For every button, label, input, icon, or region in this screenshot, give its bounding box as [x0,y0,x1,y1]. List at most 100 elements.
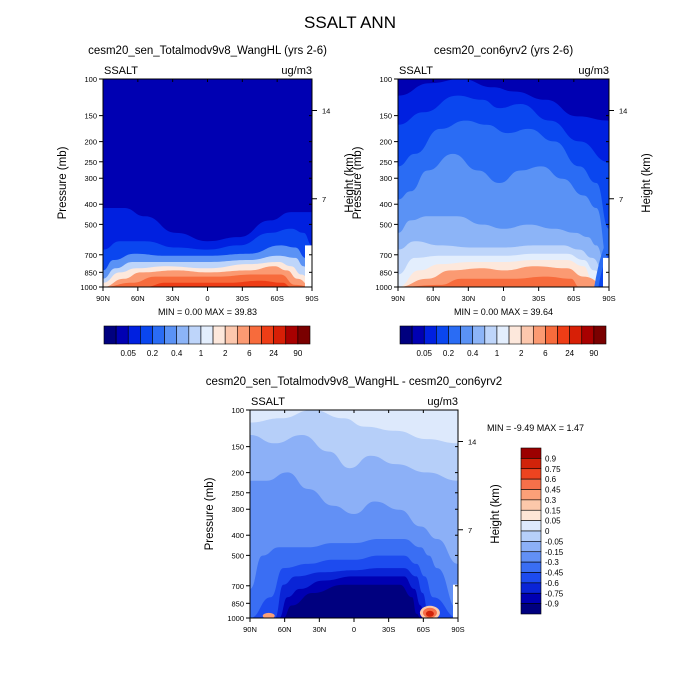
colorbar-swatch [520,551,542,563]
contour-band [398,276,609,287]
x-tick-label: 60N [426,294,440,303]
y-tick-label: 150 [84,112,97,121]
x-tick-label: 30S [532,294,545,303]
colorbar-swatch [448,325,461,345]
colorbar-swatch [285,325,299,345]
min-label: MIN = [487,423,511,433]
colorbar-swatch [115,325,129,345]
y-tick-label: 300 [231,505,244,514]
colorbar-label: -0.75 [545,589,564,598]
colorbar-swatch [188,325,202,345]
colorbar-label: 0 [545,527,550,536]
y-axis-label: Pressure (mb) [57,146,69,219]
colorbar-swatch [297,325,311,345]
colorbar-label: 0.9 [545,454,557,463]
x-tick-label: 0 [352,625,356,634]
panel-title: cesm20_con6yrv2 (yrs 2-6) [434,45,573,57]
x-tick-label: 30N [461,294,475,303]
colorbar-swatch [520,478,542,490]
x-tick-label: 0 [205,294,209,303]
x-tick-label: 60S [270,294,283,303]
y2-axis-label: Height (km) [641,153,653,213]
colorbar-label: 90 [589,349,598,358]
colorbar-label: 0.05 [545,517,561,526]
min-value: -9.49 [511,423,534,433]
colorbar-label: -0.15 [545,548,564,557]
y-tick-label: 700 [231,582,244,591]
colorbar-swatch [520,489,542,501]
x-tick-label: 60N [278,625,292,634]
positive-anomaly [262,612,275,618]
left-string: SSALT [251,396,285,408]
colorbar-swatch [520,499,542,511]
y-tick-label: 200 [379,138,392,147]
y-tick-label: 250 [379,158,392,167]
colorbar-swatch [520,509,542,521]
max-label: MAX = [498,307,528,317]
colorbar-label: 24 [565,349,574,358]
x-tick-label: 90N [243,625,257,634]
contour-fill [398,79,609,287]
y-tick-label: 200 [84,138,97,147]
y-tick-label: 400 [379,200,392,209]
colorbar-swatch [212,325,226,345]
y-tick-label: 850 [231,599,244,608]
units-label: ug/m3 [578,65,609,77]
y-axis-label: Pressure (mb) [352,146,364,219]
height-tick-label: 7 [468,526,472,535]
colorbar-swatch [176,325,190,345]
y-tick-label: 250 [231,489,244,498]
max-label: MAX = [534,423,564,433]
x-tick-label: 60S [417,625,430,634]
y-tick-label: 1000 [375,283,392,292]
colorbar-swatch [152,325,165,345]
min-label: MIN = [454,307,478,317]
colorbar-swatch [520,530,542,542]
colorbar-label: -0.05 [545,537,564,546]
y-tick-label: 300 [379,174,392,183]
y-tick-label: 700 [84,251,97,260]
y-tick-label: 200 [231,469,244,478]
colorbar-swatch [249,325,262,345]
min-max-label: MIN = -9.49 MAX = 1.47 [487,423,584,433]
colorbar-swatch [103,325,117,345]
height-tick-label: 14 [468,438,476,447]
colorbar-label: 6 [543,349,548,358]
panel-title: cesm20_sen_Totalmodv9v8_WangHL - cesm20_… [206,376,502,388]
units-label: ug/m3 [281,65,312,77]
y-tick-label: 1000 [80,283,97,292]
y-tick-label: 400 [231,531,244,540]
colorbar-swatch [532,325,546,345]
colorbar-swatch [593,325,607,345]
colorbar-swatch [520,458,542,470]
colorbar-label: -0.9 [545,600,559,609]
y-tick-label: 100 [379,75,392,84]
y-tick-label: 850 [84,268,97,277]
left-string: SSALT [104,65,138,77]
x-tick-label: 30N [312,625,326,634]
colorbar-swatch [520,325,534,345]
colorbar-label: 0.4 [467,349,479,358]
x-tick-label: 90S [602,294,615,303]
y-tick-label: 500 [84,220,97,229]
colorbar-swatch [569,325,583,345]
contour-band [103,280,312,287]
missing-data [305,245,312,287]
y2-axis-label: Height (km) [344,153,356,213]
y-tick-label: 400 [84,200,97,209]
missing-data [453,584,458,618]
colorbar-swatch [508,325,522,345]
colorbar-label: 0.3 [545,496,557,505]
colorbar-swatch [581,325,595,345]
colorbar-label: 0.05 [120,349,136,358]
colorbar-swatch [520,541,542,553]
left-string: SSALT [399,65,433,77]
colorbar-label: -0.45 [545,569,564,578]
colorbar-swatch [496,325,510,345]
colorbar-label: 1 [199,349,204,358]
x-tick-label: 30S [236,294,249,303]
x-tick-label: 30S [382,625,395,634]
y-tick-label: 850 [379,268,392,277]
x-tick-label: 60S [567,294,580,303]
